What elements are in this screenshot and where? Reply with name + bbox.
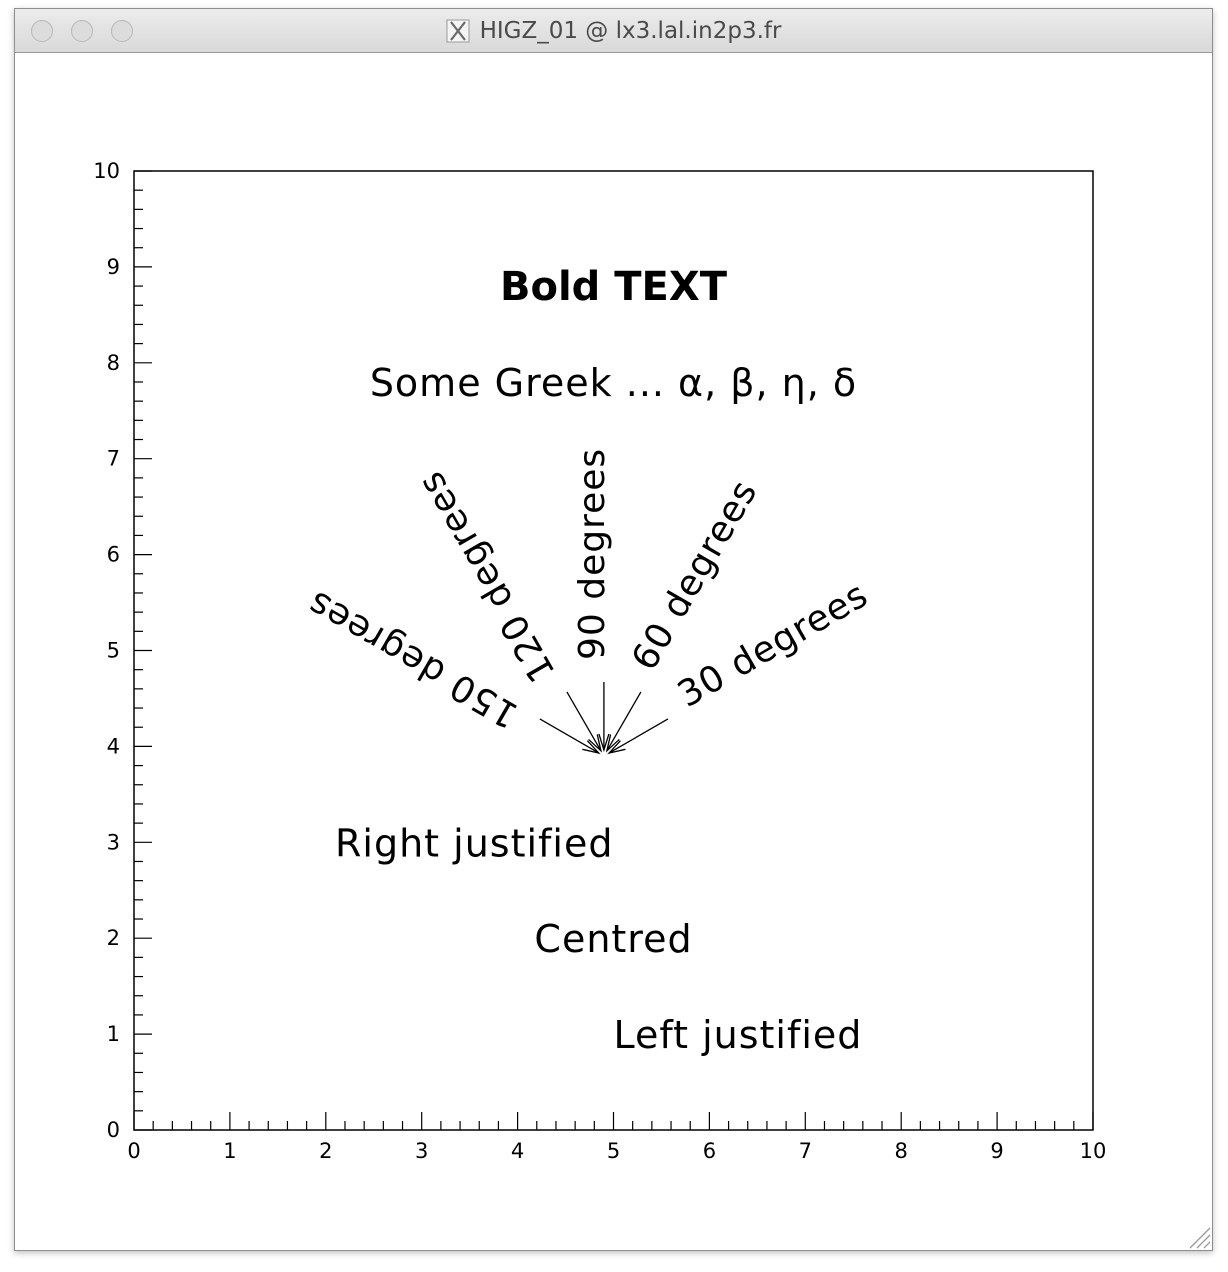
left-justified-label: Left justified — [614, 1013, 863, 1057]
y-tick-label: 4 — [107, 734, 120, 758]
angle-arrow-head — [598, 733, 610, 753]
angle-arrow-line — [539, 718, 600, 754]
x11-icon — [446, 19, 470, 43]
x-tick-label: 8 — [895, 1139, 908, 1163]
angle-arrow-head — [582, 740, 601, 755]
x-tick-label: 10 — [1080, 1139, 1107, 1163]
bold-text-label: Bold TEXT — [500, 264, 728, 310]
y-tick-label: 3 — [107, 830, 120, 854]
y-tick-label: 7 — [107, 447, 120, 471]
angle-text-label: 90 degrees — [572, 448, 613, 660]
y-tick-label: 10 — [93, 159, 120, 183]
window-title: HIGZ_01 @ lx3.lal.in2p3.fr — [479, 18, 782, 44]
x-tick-label: 4 — [511, 1139, 524, 1163]
plot-frame — [133, 170, 1094, 1131]
x-tick-label: 3 — [415, 1139, 428, 1163]
title-wrap: HIGZ_01 @ lx3.lal.in2p3.fr — [15, 9, 1212, 53]
angle-arrow-line — [606, 691, 642, 752]
higz-window: HIGZ_01 @ lx3.lal.in2p3.fr 0 1 2 3 4 5 6 7 8 9 10 0… — [14, 8, 1213, 1251]
x-tick-label: 2 — [319, 1139, 332, 1163]
x-tick-label: 0 — [127, 1139, 140, 1163]
x-tick-label: 9 — [990, 1139, 1003, 1163]
x-tick-label: 7 — [799, 1139, 812, 1163]
right-justified-label: Right justified — [335, 821, 613, 865]
title-bar[interactable]: HIGZ_01 @ lx3.lal.in2p3.fr — [15, 9, 1212, 53]
close-button[interactable] — [31, 20, 53, 42]
angle-arrow-head — [588, 734, 602, 753]
y-tick-label: 2 — [107, 926, 120, 950]
y-tick-label: 9 — [107, 255, 120, 279]
greek-text-label: Some Greek ... α, β, η, δ — [370, 361, 857, 405]
angle-arrow-head — [607, 740, 626, 755]
angle-arrow-line — [566, 691, 602, 752]
x-tick-label: 1 — [223, 1139, 236, 1163]
minimize-button[interactable] — [71, 20, 93, 42]
y-tick-label: 6 — [107, 543, 120, 567]
angle-arrow-head — [605, 734, 620, 753]
centred-label: Centred — [534, 917, 692, 961]
y-tick-label: 1 — [107, 1022, 120, 1046]
y-tick-label: 8 — [107, 351, 120, 375]
x-tick-label: 6 — [703, 1139, 716, 1163]
x-tick-label: 5 — [607, 1139, 620, 1163]
resize-grip-icon[interactable] — [1184, 1222, 1212, 1250]
y-tick-label: 5 — [107, 639, 120, 663]
higz-plot-canvas: 0 1 2 3 4 5 6 7 8 9 10 0 1 2 3 4 5 6 7 8 9 10 Bold TEXT Some Gr… — [93, 159, 1107, 1163]
y-tick-label: 0 — [107, 1118, 120, 1142]
angle-arrow-line — [608, 718, 669, 754]
zoom-button[interactable] — [111, 20, 133, 42]
